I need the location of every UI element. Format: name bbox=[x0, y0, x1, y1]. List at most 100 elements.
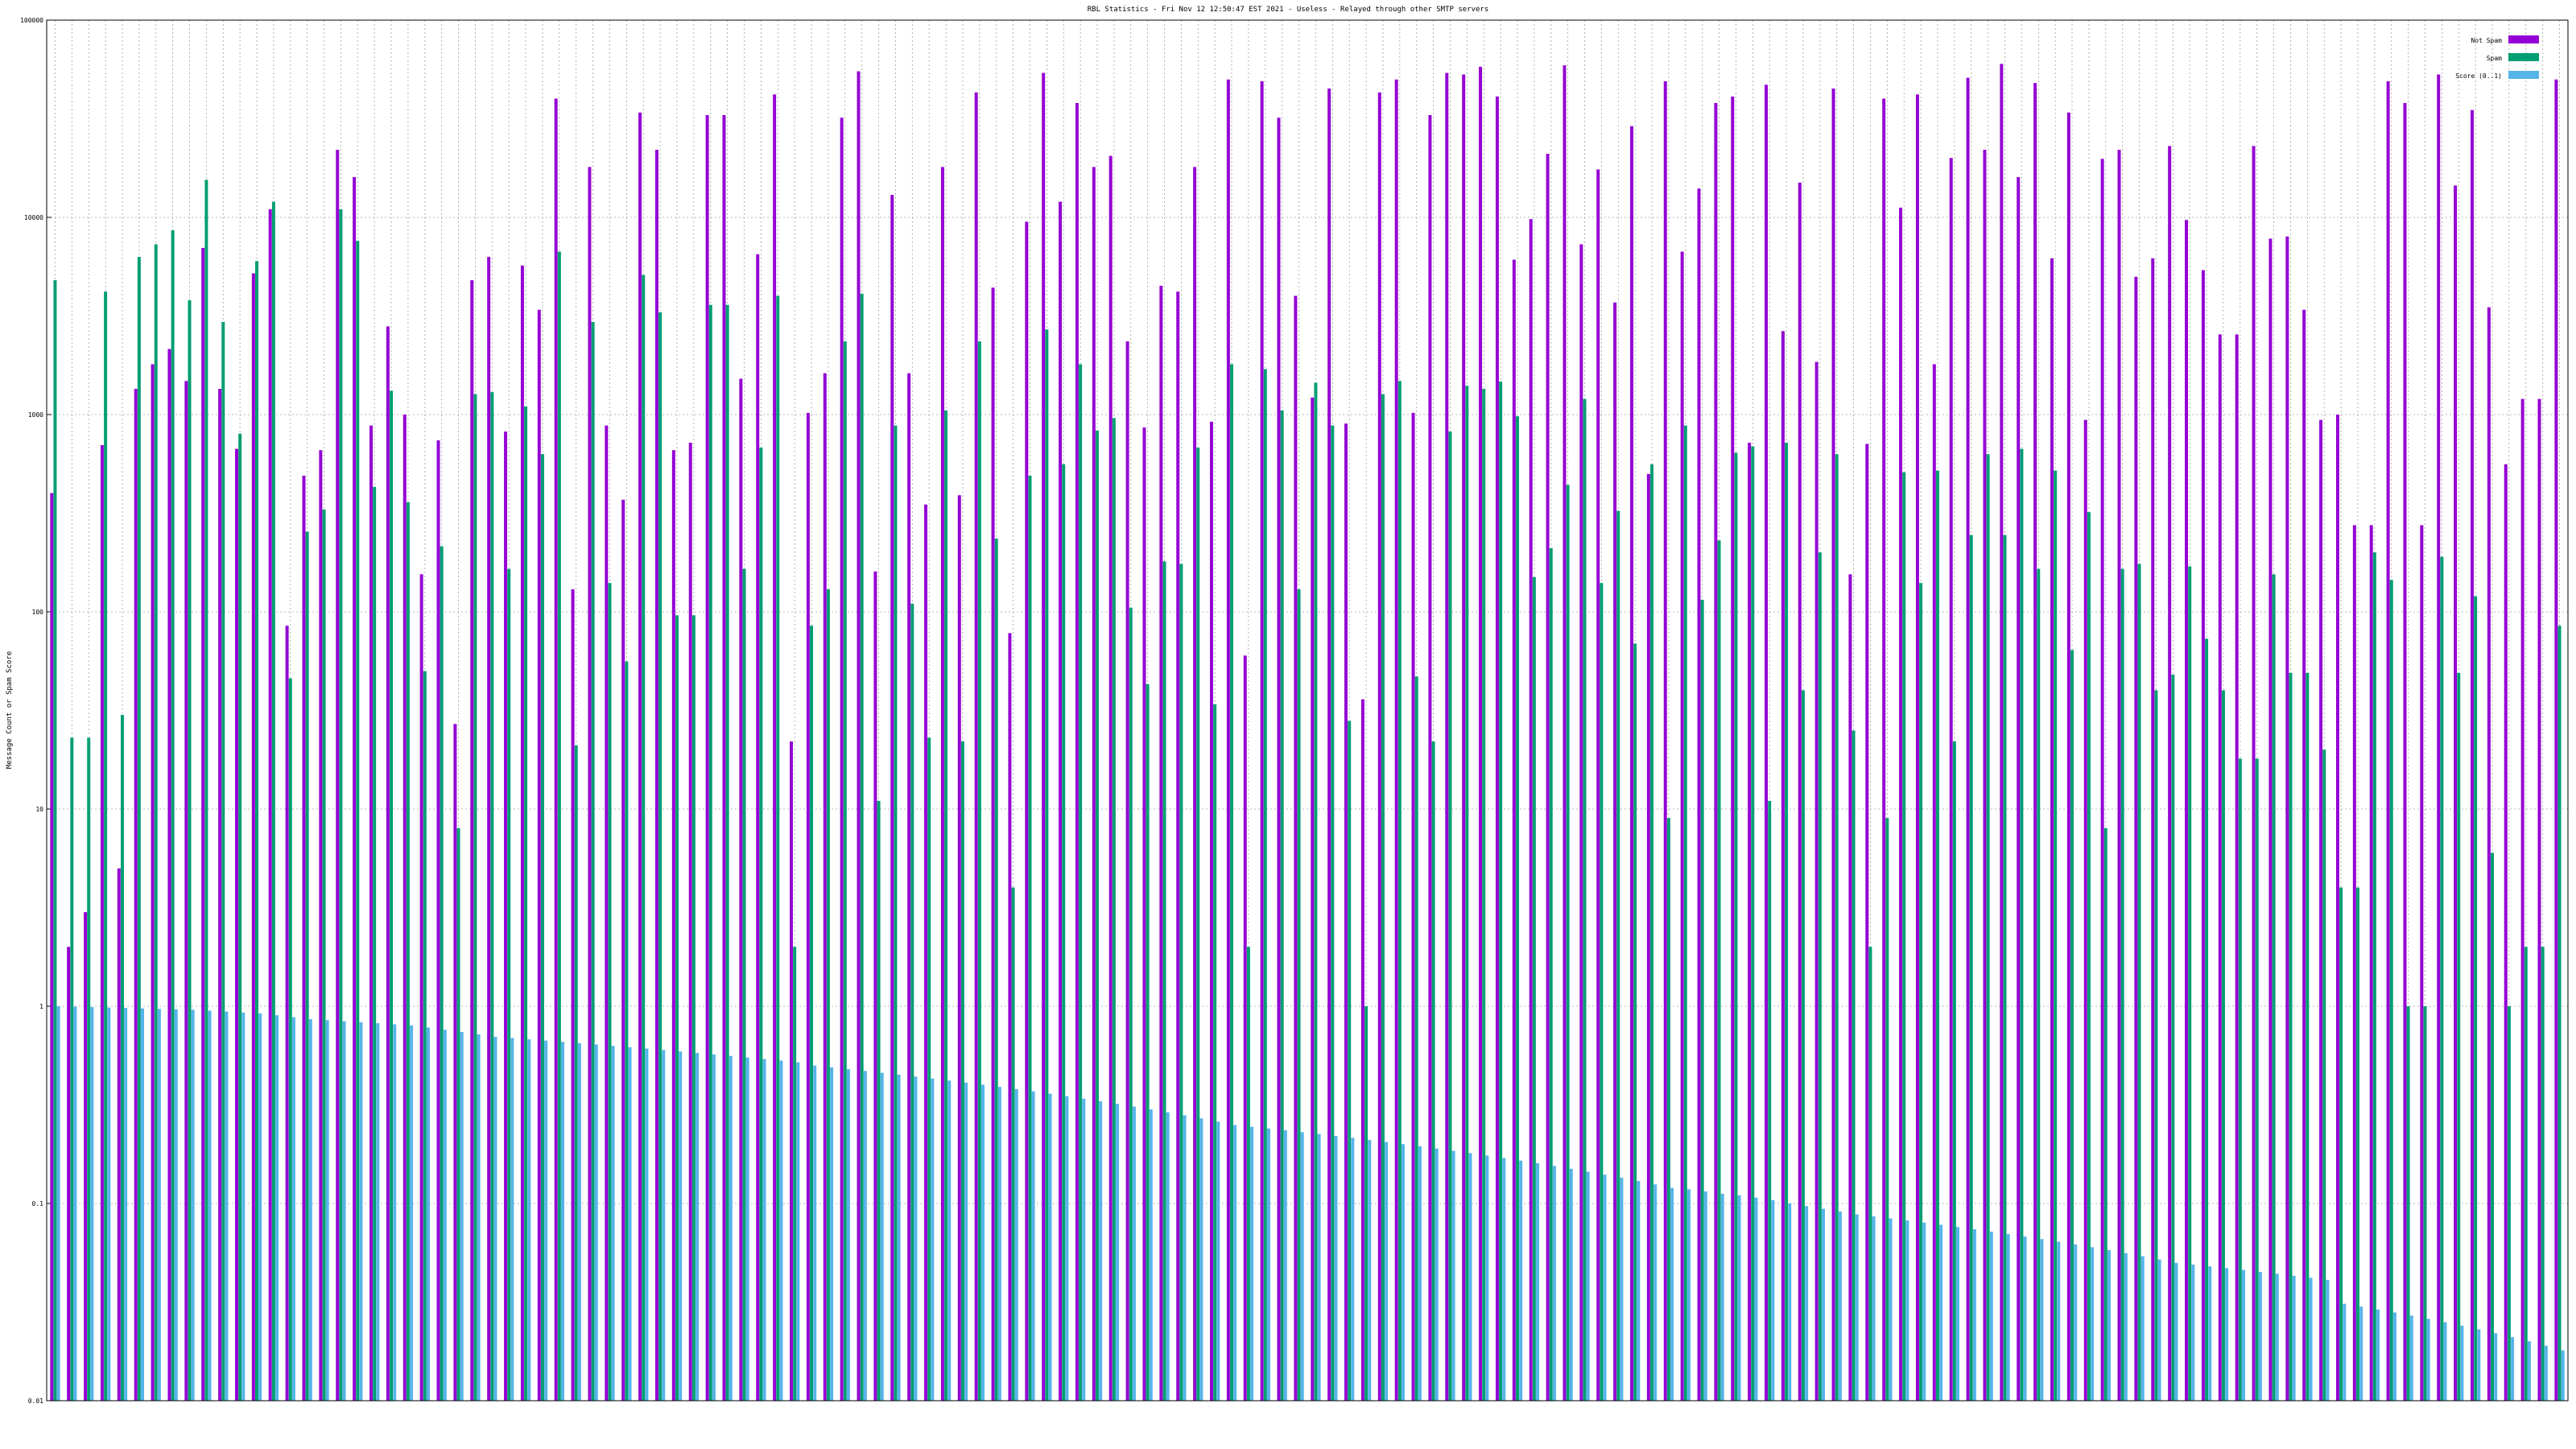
bar-score bbox=[1116, 1104, 1120, 1401]
bar-spam bbox=[658, 312, 663, 1401]
bar-spam bbox=[1835, 454, 1839, 1401]
bar-not-spam bbox=[117, 868, 121, 1401]
bar-score bbox=[964, 1082, 968, 1401]
bar-not-spam bbox=[2487, 307, 2491, 1401]
bar-spam bbox=[591, 321, 595, 1402]
bar-score bbox=[1266, 1128, 1270, 1401]
bar-score bbox=[1872, 1216, 1876, 1401]
bar-spam bbox=[2440, 556, 2444, 1402]
bar-spam bbox=[1818, 552, 1822, 1401]
bar-score bbox=[1418, 1146, 1422, 1401]
bar-not-spam bbox=[1899, 207, 1903, 1401]
bar-score bbox=[443, 1030, 447, 1401]
bar-not-spam bbox=[1311, 397, 1315, 1402]
bar-spam bbox=[793, 947, 797, 1401]
bar-spam bbox=[2541, 947, 2545, 1401]
bar-spam bbox=[625, 661, 629, 1401]
bar-score bbox=[577, 1042, 581, 1401]
bar-not-spam bbox=[974, 92, 978, 1401]
bar-score bbox=[2494, 1333, 2498, 1401]
bar-spam bbox=[53, 280, 57, 1401]
bar-not-spam bbox=[621, 499, 625, 1402]
bar-not-spam bbox=[2000, 64, 2004, 1402]
bar-not-spam bbox=[1193, 167, 1197, 1401]
bar-spam bbox=[490, 392, 494, 1402]
bar-spam bbox=[288, 678, 292, 1401]
bar-spam bbox=[1717, 540, 1721, 1401]
bar-spam bbox=[2020, 448, 2024, 1401]
bar-spam bbox=[2322, 749, 2326, 1401]
bar-not-spam bbox=[470, 280, 474, 1401]
bar-not-spam bbox=[1360, 699, 1364, 1401]
legend-swatch bbox=[2508, 53, 2539, 61]
bar-spam bbox=[910, 603, 914, 1401]
bar-score bbox=[2443, 1322, 2447, 1401]
bar-not-spam bbox=[705, 114, 709, 1401]
bar-not-spam bbox=[1865, 444, 1869, 1402]
bar-spam bbox=[2221, 690, 2225, 1401]
bar-score bbox=[997, 1087, 1001, 1401]
y-tick-label: 10 bbox=[35, 806, 43, 813]
bar-not-spam bbox=[1294, 295, 1298, 1401]
bar-not-spam bbox=[857, 71, 861, 1402]
bar-score bbox=[1468, 1153, 1472, 1401]
bar-not-spam bbox=[285, 625, 289, 1401]
bar-not-spam bbox=[386, 326, 390, 1401]
bar-spam bbox=[322, 509, 326, 1401]
bar-score bbox=[1603, 1174, 1607, 1401]
bar-spam bbox=[1431, 741, 1435, 1401]
bar-spam bbox=[2289, 672, 2293, 1401]
bar-score bbox=[2511, 1337, 2515, 1401]
bar-not-spam bbox=[1915, 94, 1919, 1401]
bar-spam bbox=[2171, 675, 2175, 1401]
bar-not-spam bbox=[605, 425, 609, 1401]
bar-not-spam bbox=[2134, 276, 2138, 1402]
bar-not-spam bbox=[67, 947, 71, 1401]
bar-not-spam bbox=[2050, 258, 2054, 1402]
bar-not-spam bbox=[504, 431, 508, 1401]
bar-not-spam bbox=[151, 364, 155, 1401]
bar-spam bbox=[2557, 625, 2562, 1401]
bar-not-spam bbox=[1646, 473, 1650, 1401]
bar-not-spam bbox=[218, 389, 222, 1401]
bar-spam bbox=[894, 425, 898, 1401]
bar-score bbox=[2242, 1269, 2245, 1401]
bar-spam bbox=[994, 539, 998, 1401]
bar-not-spam bbox=[2504, 464, 2508, 1402]
bar-score bbox=[1031, 1091, 1035, 1401]
bar-not-spam bbox=[167, 349, 171, 1401]
bar-score bbox=[2477, 1329, 2481, 1401]
bar-not-spam bbox=[353, 176, 357, 1401]
bar-spam bbox=[1969, 535, 1973, 1401]
bar-score bbox=[1620, 1178, 1624, 1401]
bar-score bbox=[2208, 1266, 2212, 1401]
bar-not-spam bbox=[1445, 72, 1449, 1402]
bar-spam bbox=[1616, 510, 1620, 1401]
bar-not-spam bbox=[940, 167, 944, 1401]
bar-spam bbox=[305, 531, 309, 1401]
bar-spam bbox=[1465, 386, 1469, 1402]
bar-spam bbox=[1768, 800, 1772, 1401]
bar-score bbox=[561, 1042, 564, 1401]
bar-score bbox=[1569, 1168, 1573, 1401]
bar-not-spam bbox=[1798, 182, 1802, 1401]
bar-score bbox=[1368, 1140, 1372, 1401]
bar-score bbox=[1754, 1197, 1758, 1401]
bar-not-spam bbox=[520, 265, 524, 1401]
bar-spam bbox=[860, 293, 864, 1402]
bar-spam bbox=[810, 625, 814, 1401]
bar-not-spam bbox=[2352, 525, 2356, 1401]
bar-not-spam bbox=[2369, 525, 2373, 1401]
bar-spam bbox=[1348, 720, 1352, 1401]
bar-score bbox=[1199, 1118, 1203, 1401]
bar-spam bbox=[1062, 464, 1066, 1402]
bar-spam bbox=[137, 257, 141, 1401]
bar-score bbox=[141, 1008, 144, 1401]
bar-not-spam bbox=[2454, 185, 2458, 1401]
bar-not-spam bbox=[991, 287, 995, 1401]
bar-not-spam bbox=[890, 195, 894, 1402]
legend: Not Spam Spam Score (0..1) bbox=[2455, 35, 2539, 80]
bar-score bbox=[2140, 1256, 2145, 1401]
bar-spam bbox=[927, 737, 931, 1401]
bar-score bbox=[2040, 1239, 2044, 1401]
